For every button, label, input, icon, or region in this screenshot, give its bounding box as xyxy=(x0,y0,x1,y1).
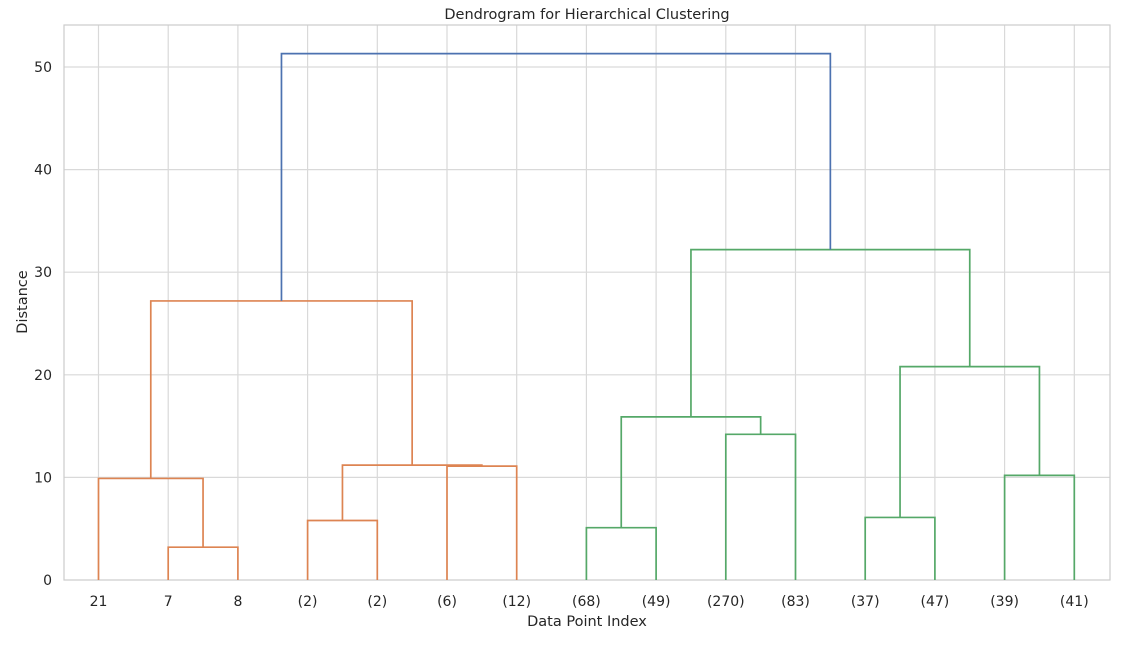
y-tick-label: 20 xyxy=(34,368,52,384)
dendrogram-link xyxy=(899,365,1041,518)
dendrogram-link xyxy=(341,464,483,521)
x-tick-label: (37) xyxy=(851,594,880,610)
y-tick-label: 30 xyxy=(34,265,52,281)
dendrogram-links xyxy=(97,52,1076,580)
y-axis-ticks: 0 10 20 30 40 50 xyxy=(34,60,52,589)
dendrogram-link xyxy=(724,433,797,580)
y-tick-label: 10 xyxy=(34,470,52,486)
x-tick-label: (47) xyxy=(921,594,950,610)
dendrogram-link xyxy=(585,526,657,580)
x-axis-ticks: 21 7 8 (2) (2) (6) (12) (68) (49) (270) (83) (37) (4… xyxy=(90,594,1089,610)
chart-title: Dendrogram for Hierarchical Clustering xyxy=(444,7,729,23)
y-tick-label: 40 xyxy=(34,163,52,179)
x-tick-label: (41) xyxy=(1060,594,1089,610)
x-tick-label: (83) xyxy=(781,594,810,610)
x-tick-label: (68) xyxy=(572,594,601,610)
dendrogram-link xyxy=(280,52,832,301)
dendrogram-link xyxy=(446,465,518,580)
dendrogram-link xyxy=(167,546,239,580)
x-tick-label: (2) xyxy=(298,594,318,610)
y-axis-label: Distance xyxy=(15,270,31,333)
y-tick-label: 50 xyxy=(34,60,52,76)
dendrogram-link xyxy=(149,300,413,479)
x-tick-label: 8 xyxy=(233,594,242,610)
x-tick-label: (2) xyxy=(367,594,387,610)
x-tick-label: 21 xyxy=(90,594,108,610)
x-tick-label: (39) xyxy=(990,594,1019,610)
dendrogram-link xyxy=(690,248,971,417)
x-tick-label: 7 xyxy=(164,594,173,610)
x-tick-label: (49) xyxy=(642,594,671,610)
x-axis-label: Data Point Index xyxy=(527,614,647,630)
x-tick-label: (270) xyxy=(707,594,745,610)
x-tick-label: (6) xyxy=(437,594,457,610)
x-tick-label: (12) xyxy=(502,594,531,610)
dendrogram-link xyxy=(864,516,936,580)
y-tick-label: 0 xyxy=(43,573,52,589)
grid-lines xyxy=(64,25,1110,580)
dendrogram-link xyxy=(1003,474,1076,580)
dendrogram-link xyxy=(306,519,379,580)
dendrogram-link xyxy=(97,477,204,580)
